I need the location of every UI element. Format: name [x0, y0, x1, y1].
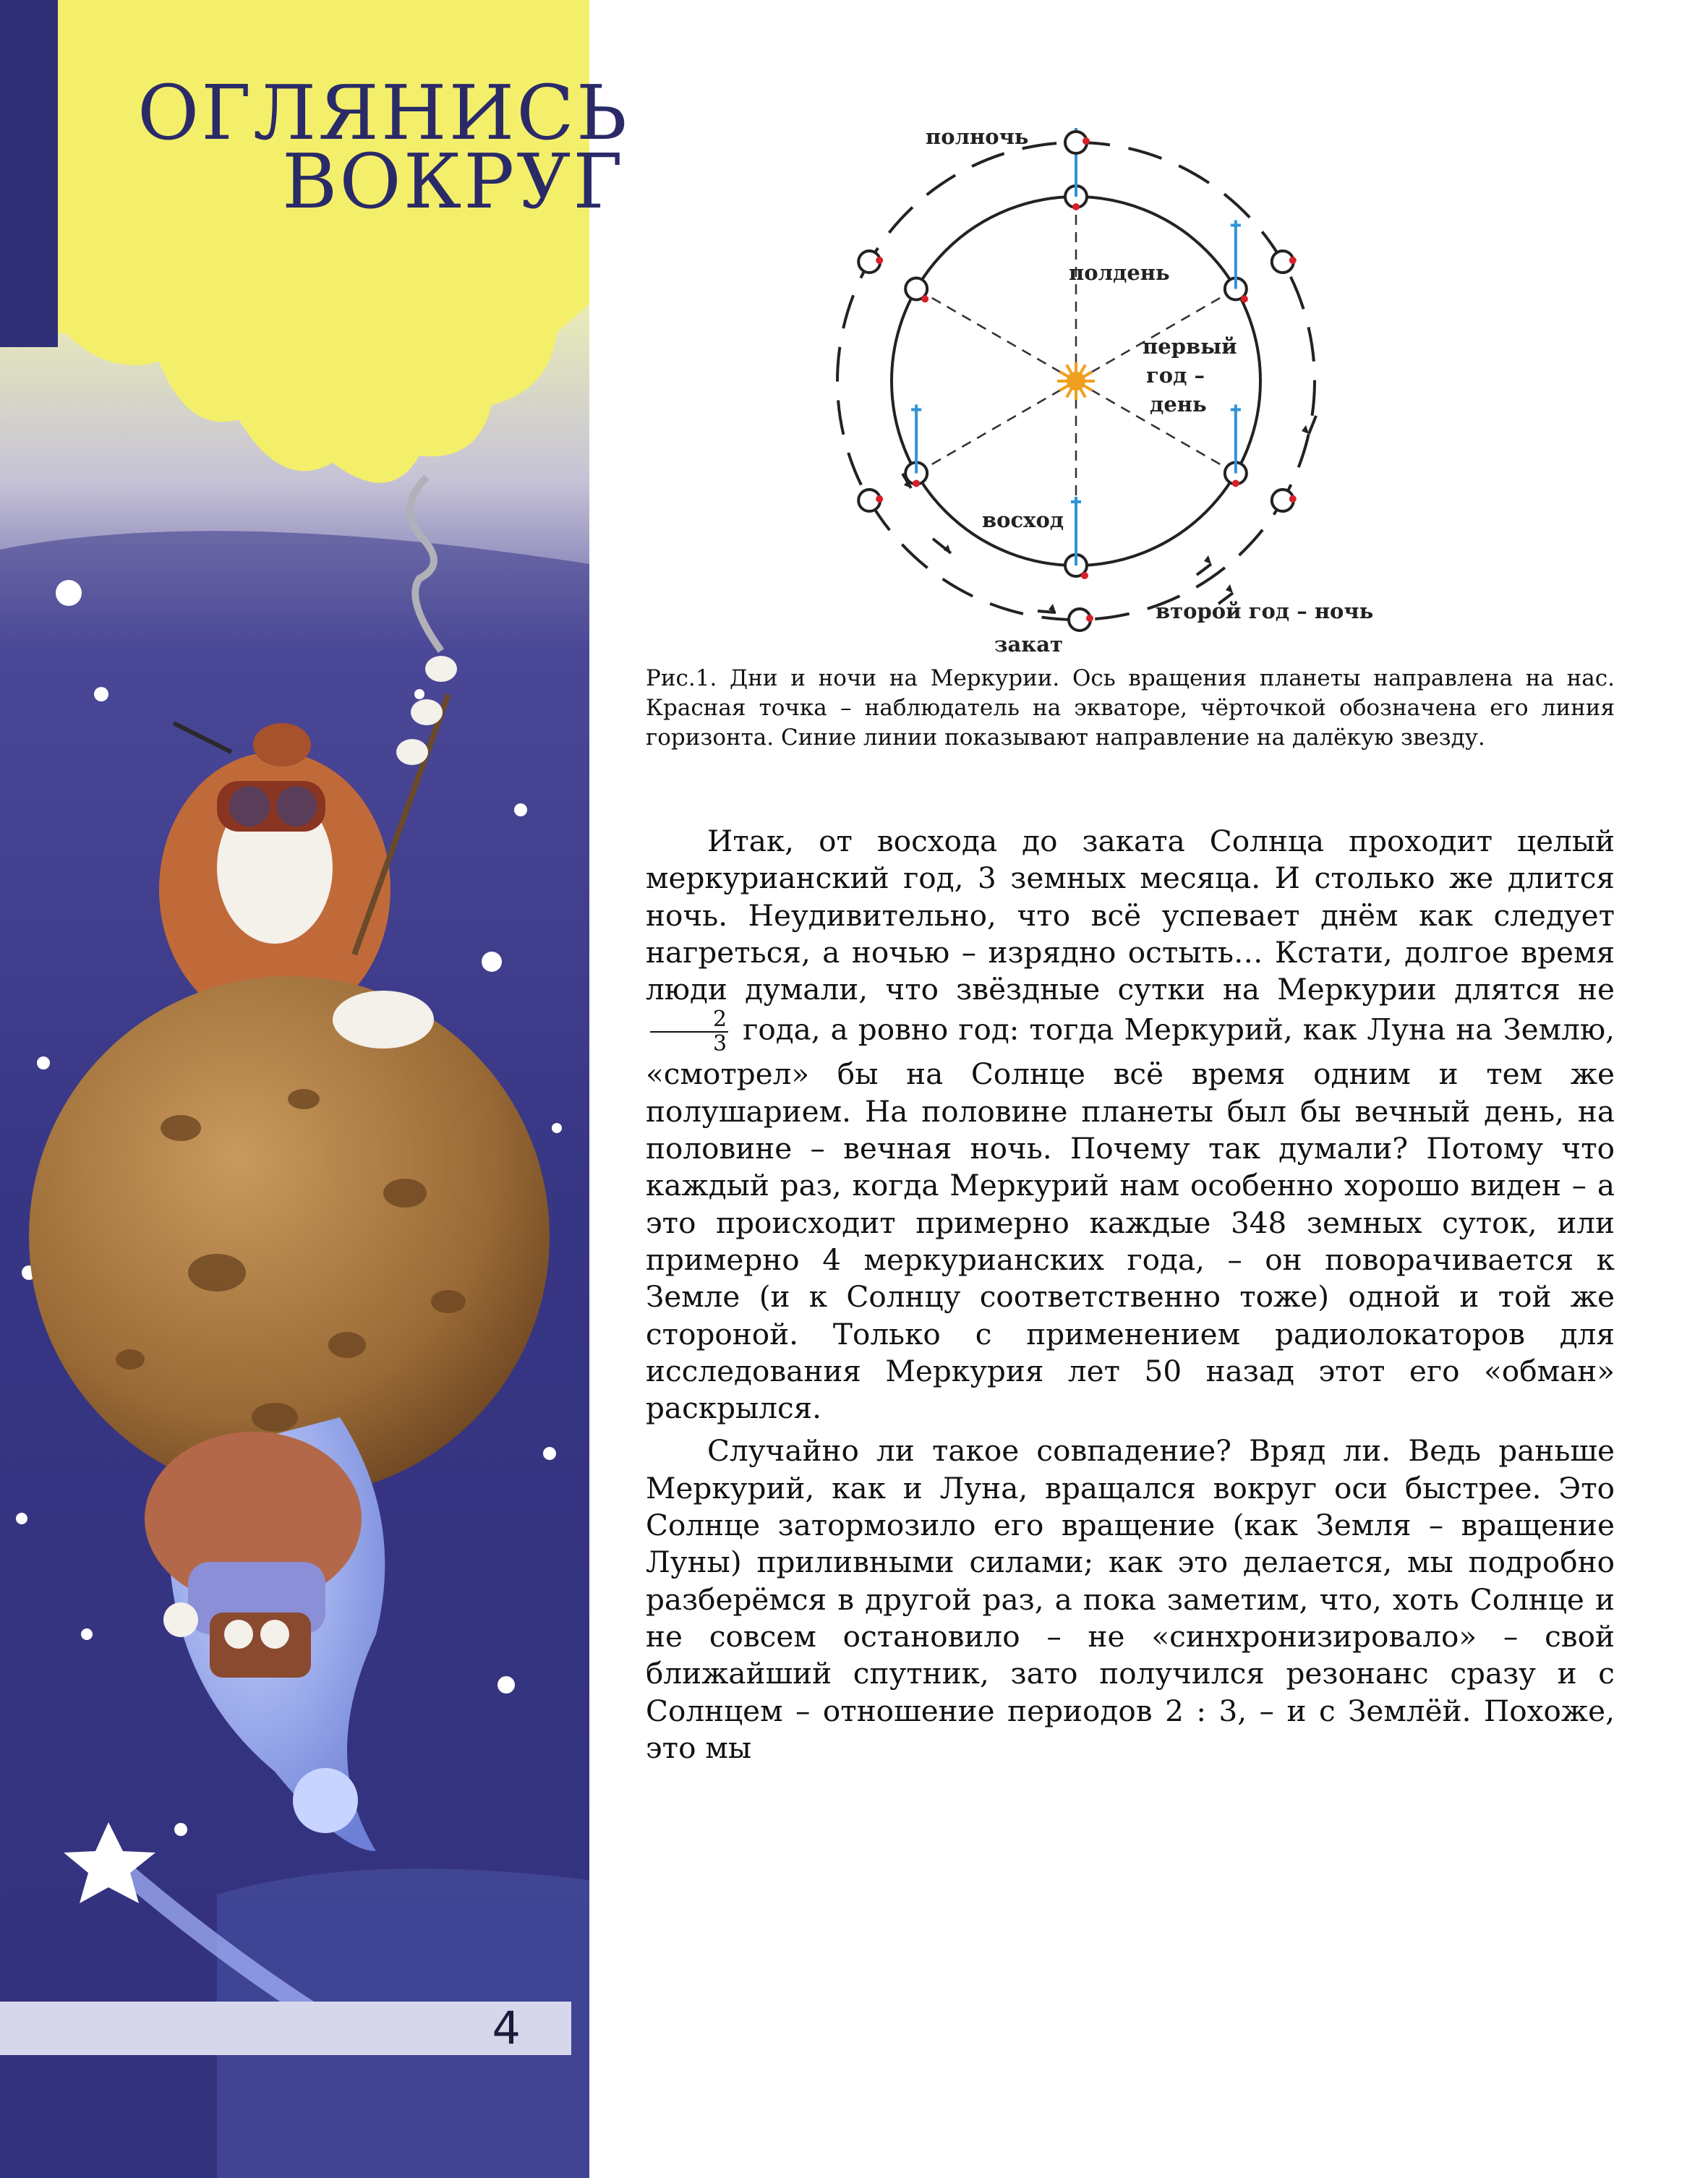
outer-observer-dot [1083, 137, 1090, 145]
orbit-arrow [1037, 610, 1056, 614]
label-midnight: полночь [926, 124, 1029, 149]
outer-observer-dot [876, 257, 884, 264]
robot-character [159, 474, 457, 1056]
header-band [0, 0, 58, 347]
fraction-denominator: 3 [713, 1031, 727, 1057]
spoke-line [915, 288, 1077, 383]
orbit-arrowhead [944, 544, 951, 553]
page-number-bar: 4 [0, 2002, 571, 2055]
observer-dot [1240, 295, 1248, 303]
sun-drawing [0, 0, 589, 483]
figure-caption: Рис.1. Дни и ночи на Меркурии. Ось враще… [646, 665, 1615, 751]
planet-drawing [29, 976, 550, 1497]
sun-ray [1065, 364, 1073, 375]
label-sunset: закат [994, 632, 1064, 657]
outer-observer-dot [1086, 615, 1093, 622]
label-first-year-day-2: год – [1146, 363, 1205, 388]
orbit-arrowhead [1049, 604, 1056, 612]
mercury-day-night-diagram: полночь полдень первый год – день восход… [817, 112, 1453, 662]
fraction-numerator: 2 [650, 1008, 729, 1033]
section-title-line2: ВОКРУГ [282, 137, 625, 226]
observer-dot [1231, 479, 1239, 487]
orbit-arrow [1217, 592, 1234, 605]
section-title-line1: ОГЛЯНИСЬ [137, 69, 629, 157]
sun-ray [1079, 388, 1087, 398]
sun-ray [1059, 370, 1069, 378]
illustration-panel [0, 0, 589, 2178]
ghost-character [145, 1417, 385, 1851]
orbit-arrow [1195, 563, 1213, 576]
paragraph-2: Случайно ли такое совпадение? Вряд ли. В… [646, 1433, 1615, 1765]
label-noon: полдень [1069, 260, 1170, 285]
planet-position [904, 276, 929, 302]
sun-ray [1059, 384, 1069, 392]
observer-dot [1072, 203, 1080, 210]
orbit-arrowhead [904, 479, 911, 488]
outer-observer-dot [1289, 257, 1297, 264]
orbit-arrow [1307, 415, 1318, 435]
outer-observer-dot [876, 495, 884, 503]
orbit-arrowhead [1226, 584, 1233, 593]
spoke-line [1075, 380, 1237, 474]
page-number: 4 [492, 2002, 521, 2054]
spoke-line [915, 380, 1077, 474]
sun-ray [1083, 370, 1093, 378]
observer-dot [1081, 572, 1088, 579]
outer-observer-dot [1289, 495, 1297, 503]
label-first-year-day-3: день [1150, 392, 1207, 417]
sun-ray [1083, 384, 1093, 392]
paragraph-1: Итак, от восхода до заката Солнца проход… [646, 823, 1615, 1427]
sun-core [1067, 372, 1085, 390]
sun-ray [1065, 388, 1073, 398]
label-second-year-night: второй год – ночь [1156, 599, 1374, 623]
orbit-arrowhead [1204, 555, 1211, 564]
label-sunrise: восход [982, 508, 1064, 532]
orbit-arrowhead [1302, 425, 1309, 434]
paragraph-1-part-1: Итак, от восхода до заката Солнца проход… [646, 824, 1615, 1007]
sun-ray [1079, 364, 1087, 375]
paragraph-1-part-2: года, а ровно год: тогда Меркурий, как Л… [646, 1012, 1615, 1426]
observer-dot [913, 479, 921, 487]
orbit-diagram [836, 128, 1318, 632]
space-illustration [0, 0, 589, 2178]
article-body: Итак, от восхода до заката Солнца проход… [646, 823, 1615, 1767]
label-first-year-day-1: первый [1143, 334, 1237, 359]
observer-dot [921, 295, 929, 303]
spoke-line [1075, 288, 1237, 383]
sun-icon [1057, 362, 1095, 400]
